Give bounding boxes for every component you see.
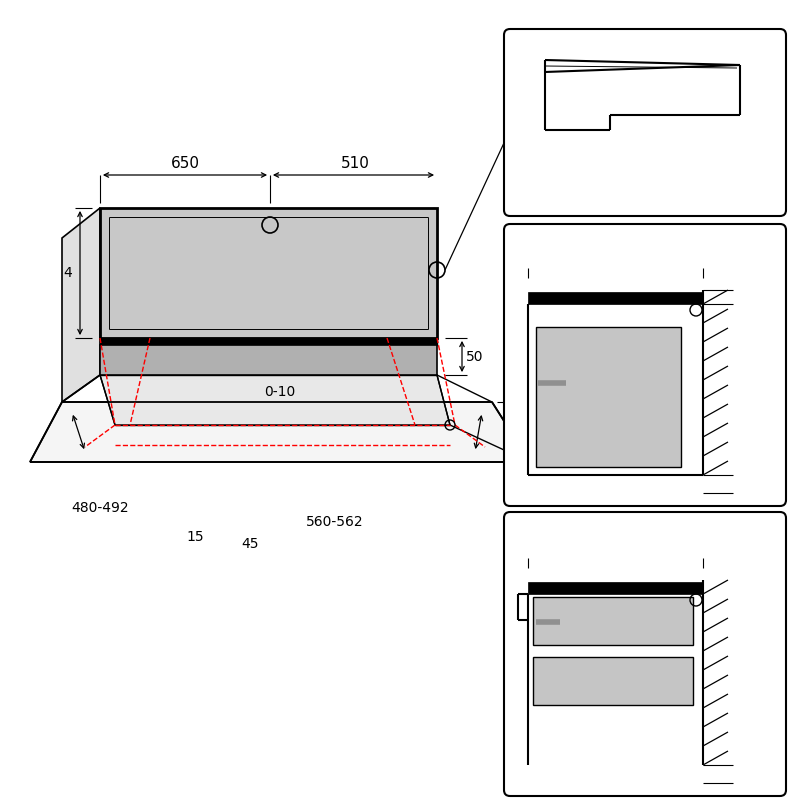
Bar — [528, 292, 703, 304]
Text: 4: 4 — [64, 266, 72, 280]
FancyBboxPatch shape — [504, 29, 786, 216]
Polygon shape — [100, 208, 437, 338]
Text: 510: 510 — [341, 155, 370, 170]
Bar — [533, 597, 693, 645]
Text: 480-492: 480-492 — [71, 501, 129, 515]
Text: 20: 20 — [750, 766, 766, 778]
Text: min 28: min 28 — [618, 245, 672, 259]
Text: 650: 650 — [170, 155, 199, 170]
Text: min 12: min 12 — [618, 533, 672, 547]
Text: 10: 10 — [698, 645, 714, 658]
Polygon shape — [100, 345, 437, 375]
Polygon shape — [100, 375, 450, 425]
Text: 35: 35 — [366, 353, 384, 367]
Text: 45: 45 — [242, 537, 258, 551]
Polygon shape — [62, 208, 100, 402]
Polygon shape — [100, 338, 437, 345]
Text: 15: 15 — [186, 530, 204, 544]
Text: 560-562: 560-562 — [306, 515, 364, 529]
Text: 50: 50 — [466, 350, 484, 364]
Text: 60: 60 — [630, 669, 646, 682]
FancyBboxPatch shape — [504, 512, 786, 796]
FancyBboxPatch shape — [504, 224, 786, 506]
Text: 0-10: 0-10 — [264, 385, 296, 399]
Bar — [533, 657, 693, 705]
Polygon shape — [30, 402, 530, 462]
Text: 2: 2 — [266, 273, 274, 287]
Bar — [528, 582, 703, 594]
Bar — [536, 327, 681, 467]
Text: 247.5: 247.5 — [610, 556, 650, 570]
Text: 100: 100 — [559, 425, 585, 439]
Text: 20: 20 — [750, 475, 766, 489]
Text: 247.5: 247.5 — [610, 268, 650, 282]
